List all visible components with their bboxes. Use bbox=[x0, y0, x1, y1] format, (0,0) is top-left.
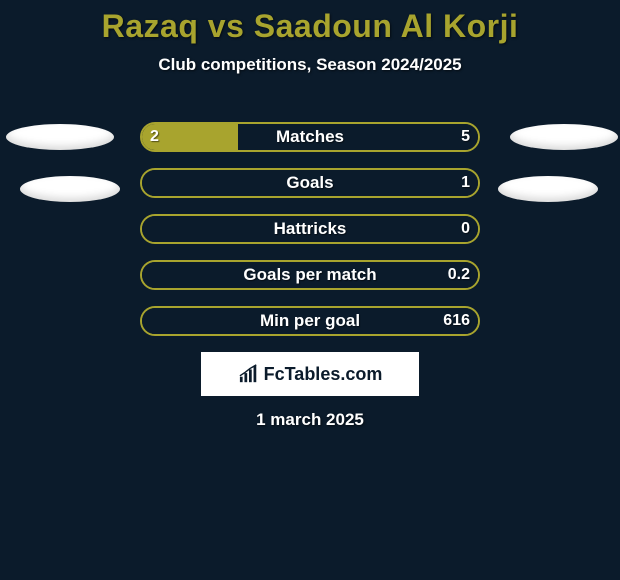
decorative-ellipse bbox=[20, 176, 120, 202]
brand-chart-icon bbox=[238, 364, 260, 384]
bar-right bbox=[142, 170, 478, 196]
comparison-card: Razaq vs Saadoun Al Korji Club competiti… bbox=[0, 0, 620, 580]
date-label: 1 march 2025 bbox=[0, 410, 620, 430]
decorative-ellipse bbox=[498, 176, 598, 202]
value-right: 0.2 bbox=[448, 260, 470, 290]
bar-right bbox=[142, 216, 478, 242]
stat-rows: Matches25Goals1Hattricks0Goals per match… bbox=[0, 122, 620, 352]
decorative-ellipse bbox=[510, 124, 618, 150]
stat-row: Goals per match0.2 bbox=[0, 260, 620, 290]
value-right: 5 bbox=[461, 122, 470, 152]
bar-right bbox=[142, 262, 478, 288]
brand-box: FcTables.com bbox=[201, 352, 419, 396]
subtitle: Club competitions, Season 2024/2025 bbox=[0, 55, 620, 75]
bar-right bbox=[142, 308, 478, 334]
bar-track bbox=[140, 214, 480, 244]
bar-track bbox=[140, 168, 480, 198]
decorative-ellipse bbox=[6, 124, 114, 150]
value-right: 616 bbox=[443, 306, 470, 336]
value-right: 1 bbox=[461, 168, 470, 198]
page-title: Razaq vs Saadoun Al Korji bbox=[0, 0, 620, 45]
bar-track bbox=[140, 306, 480, 336]
stat-row: Hattricks0 bbox=[0, 214, 620, 244]
value-left: 2 bbox=[150, 122, 159, 152]
value-right: 0 bbox=[461, 214, 470, 244]
stat-row: Min per goal616 bbox=[0, 306, 620, 336]
bar-right bbox=[238, 124, 478, 150]
bar-track bbox=[140, 122, 480, 152]
brand-text: FcTables.com bbox=[264, 364, 383, 385]
bar-track bbox=[140, 260, 480, 290]
